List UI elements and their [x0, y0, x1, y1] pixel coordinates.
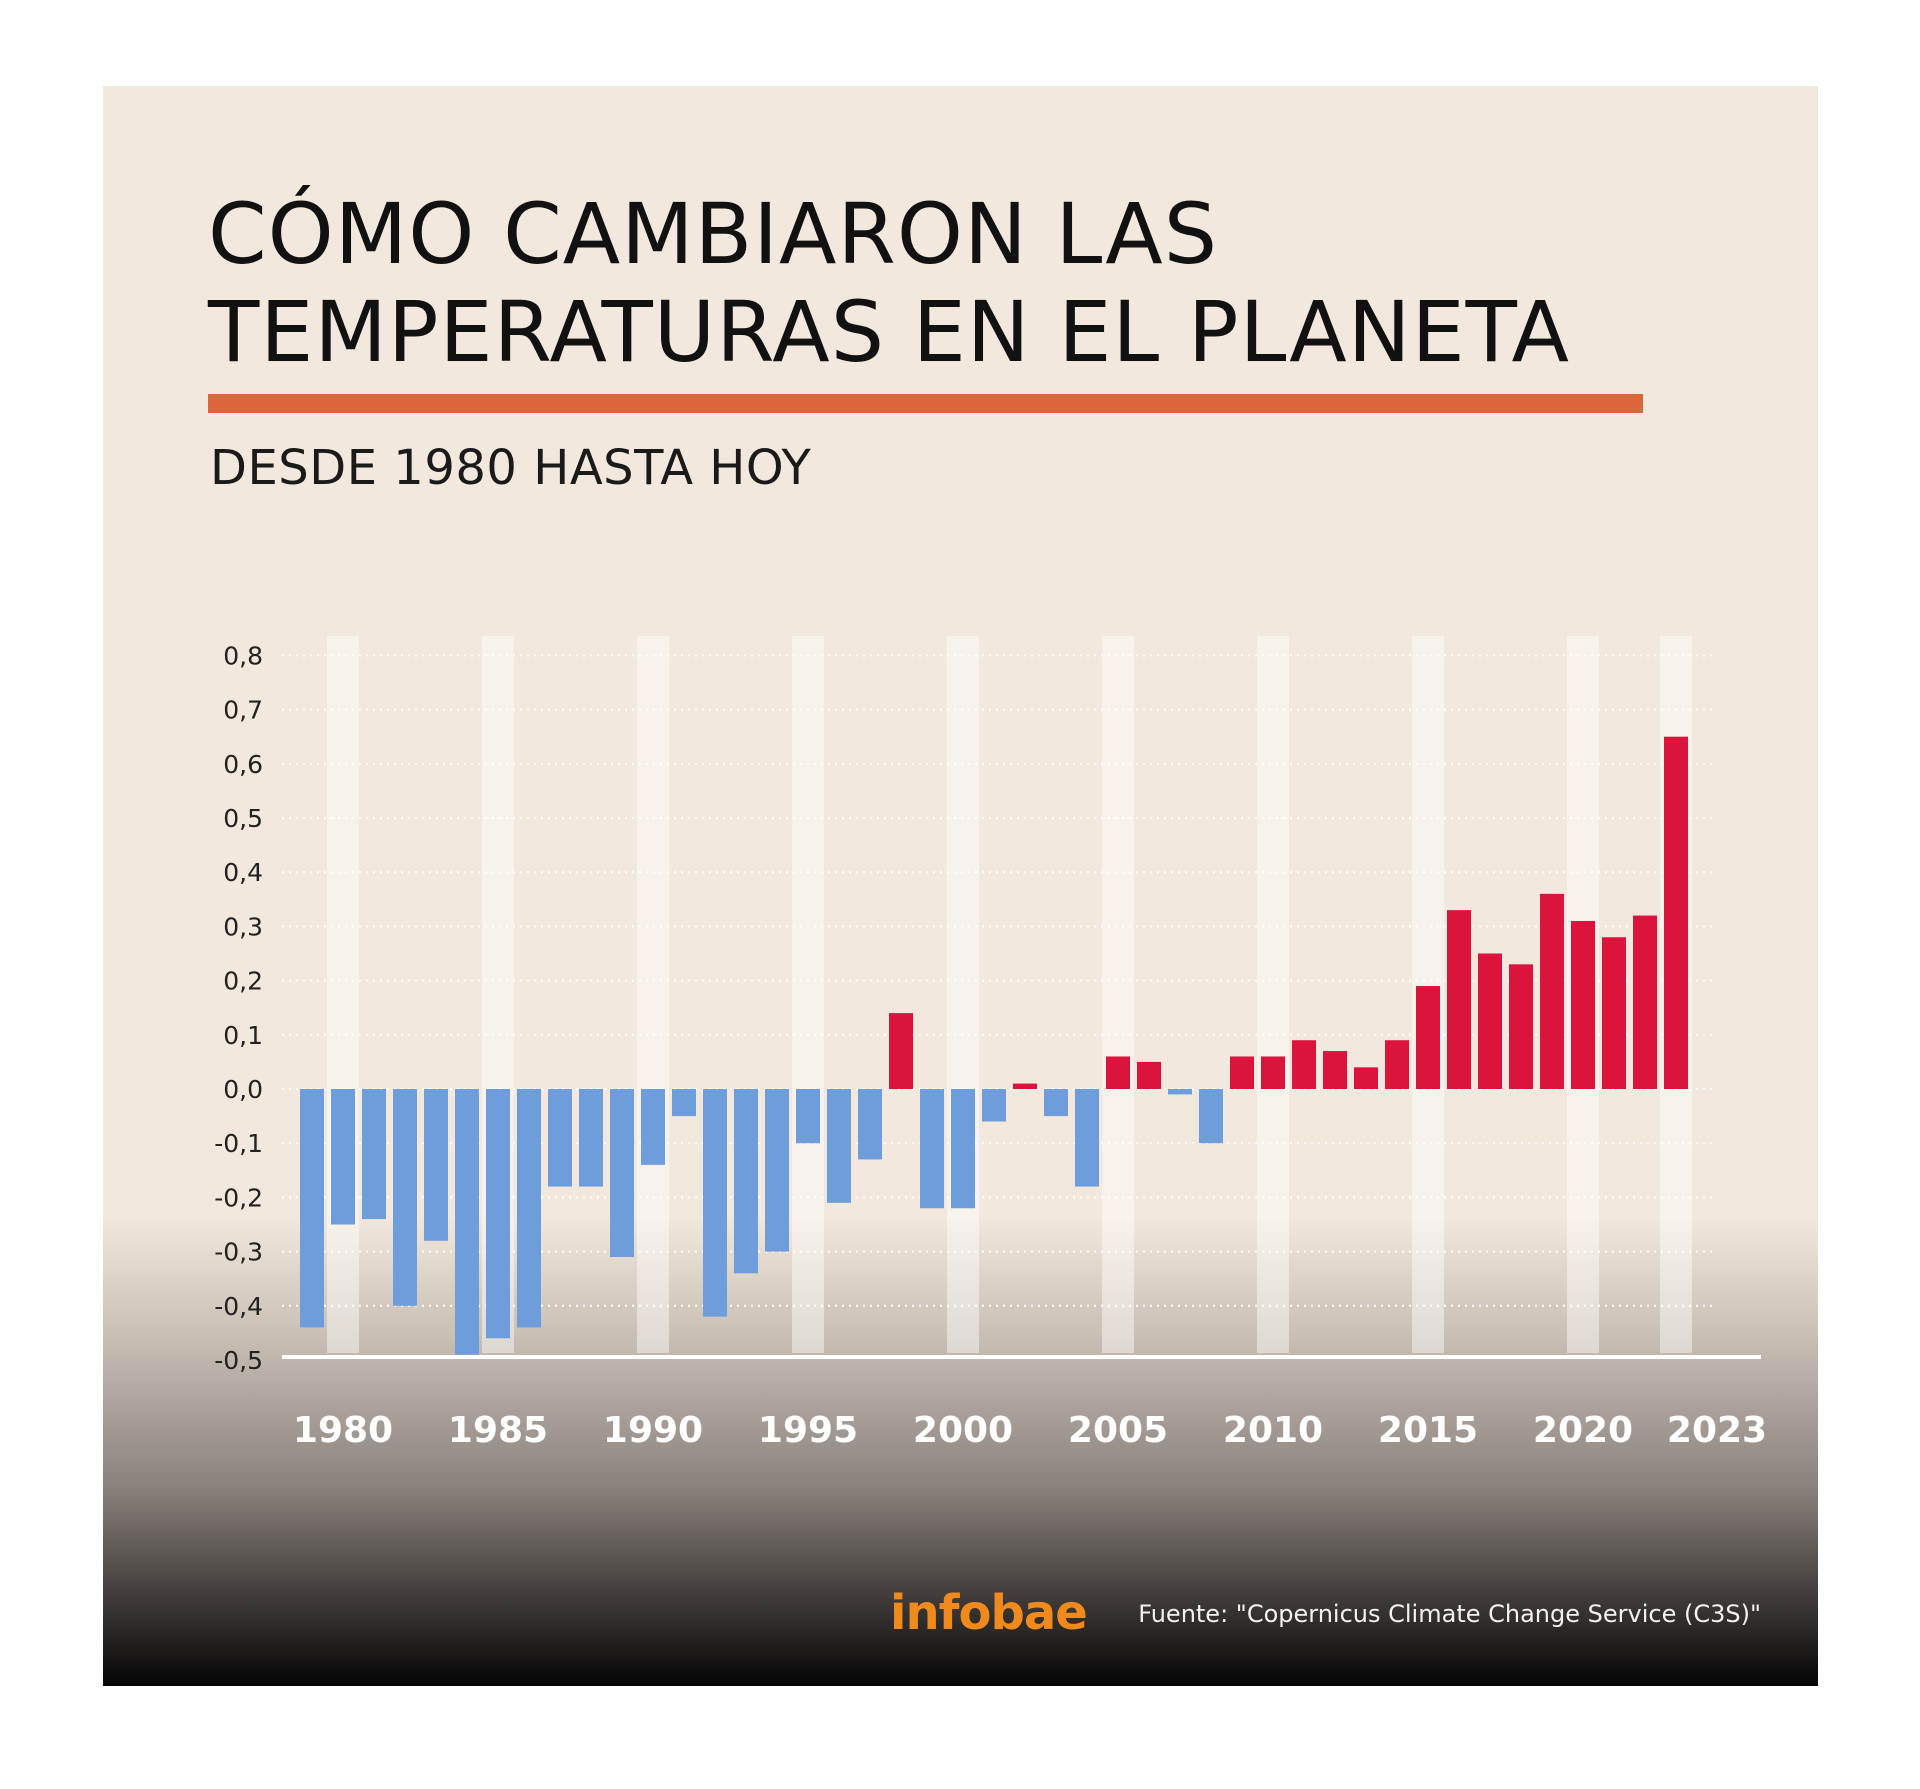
- bar-2000: [951, 1089, 975, 1209]
- y-tick-label: 0,1: [223, 1021, 263, 1050]
- y-tick-label: -0,2: [214, 1183, 263, 1212]
- bar-2001: [982, 1089, 1006, 1122]
- chart-title: CÓMO CAMBIARON LAS TEMPERATURAS EN EL PLA…: [208, 185, 1570, 381]
- bar-1988: [579, 1089, 603, 1187]
- bar-1989: [610, 1089, 634, 1258]
- year-stripe: [792, 636, 824, 1353]
- y-tick-label: 0,3: [223, 912, 263, 941]
- title-divider: [208, 394, 1643, 413]
- bar-2018: [1509, 964, 1533, 1089]
- bar-2007: [1168, 1089, 1192, 1095]
- bar-2019: [1540, 893, 1564, 1089]
- year-stripe: [1102, 636, 1134, 1353]
- source-note: Fuente: "Copernicus Climate Change Servi…: [1138, 1600, 1761, 1628]
- bar-2020: [1571, 920, 1595, 1089]
- bar-1985: [486, 1089, 510, 1339]
- y-tick-label: 0,8: [223, 641, 263, 670]
- bar-1999: [920, 1089, 944, 1209]
- y-tick-label: -0,4: [214, 1292, 263, 1321]
- bar-1986: [517, 1089, 541, 1328]
- x-tick-label: 2023: [1667, 1410, 1767, 1451]
- bar-1982: [393, 1089, 417, 1306]
- bar-2021: [1602, 937, 1626, 1089]
- bar-2012: [1323, 1051, 1347, 1089]
- bar-2017: [1478, 953, 1502, 1089]
- bar-1979: [300, 1089, 324, 1328]
- bar-2006: [1137, 1061, 1161, 1089]
- bar-1990: [641, 1089, 665, 1165]
- y-tick-label: -0,3: [214, 1238, 263, 1267]
- x-tick-label: 2015: [1378, 1410, 1478, 1451]
- bar-2014: [1385, 1040, 1409, 1089]
- y-tick-label: -0,1: [214, 1129, 263, 1158]
- year-stripe: [637, 636, 669, 1353]
- y-tick-label: 0,7: [223, 696, 263, 725]
- y-tick-label: 0,5: [223, 804, 263, 833]
- x-tick-label: 1980: [293, 1410, 393, 1451]
- x-tick-label: 2000: [913, 1410, 1013, 1451]
- y-tick-label: 0,2: [223, 967, 263, 996]
- y-tick-label: 0,0: [223, 1075, 263, 1104]
- bar-1995: [796, 1089, 820, 1144]
- bar-1997: [858, 1089, 882, 1160]
- chart-subtitle: DESDE 1980 HASTA HOY: [210, 440, 812, 496]
- bar-2010: [1261, 1056, 1285, 1089]
- year-stripe: [1257, 636, 1289, 1353]
- bar-1991: [672, 1089, 696, 1117]
- bar-1994: [765, 1089, 789, 1252]
- bar-1993: [734, 1089, 758, 1274]
- bar-1996: [827, 1089, 851, 1203]
- bar-2015: [1416, 986, 1440, 1089]
- bar-2009: [1230, 1056, 1254, 1089]
- x-tick-label: 1990: [603, 1410, 703, 1451]
- x-tick-label: 1985: [448, 1410, 548, 1451]
- y-tick-label: -0,5: [214, 1346, 263, 1375]
- y-tick-label: 0,4: [223, 858, 263, 887]
- bar-2022: [1633, 915, 1657, 1089]
- infobae-logo: infobae: [890, 1585, 1088, 1641]
- year-stripe: [327, 636, 359, 1353]
- infographic-card: [103, 86, 1818, 1686]
- y-tick-label: 0,6: [223, 750, 263, 779]
- bar-2016: [1447, 910, 1471, 1089]
- bar-1981: [362, 1089, 386, 1220]
- x-tick-label: 1995: [758, 1410, 858, 1451]
- bar-1998: [889, 1013, 913, 1089]
- bar-1987: [548, 1089, 572, 1187]
- bar-1992: [703, 1089, 727, 1317]
- bar-2011: [1292, 1040, 1316, 1089]
- bar-2004: [1075, 1089, 1099, 1187]
- bar-1984: [455, 1089, 479, 1355]
- x-tick-label: 2020: [1533, 1410, 1633, 1451]
- bar-2003: [1044, 1089, 1068, 1117]
- bar-2008: [1199, 1089, 1223, 1144]
- x-tick-label: 2010: [1223, 1410, 1323, 1451]
- title-line-2: TEMPERATURAS EN EL PLANETA: [208, 283, 1570, 381]
- bar-2002: [1013, 1083, 1037, 1089]
- bar-1983: [424, 1089, 448, 1241]
- year-stripe: [947, 636, 979, 1353]
- bar-2013: [1354, 1067, 1378, 1089]
- bar-2005: [1106, 1056, 1130, 1089]
- bar-2023: [1664, 736, 1688, 1089]
- title-line-1: CÓMO CAMBIARON LAS: [208, 185, 1219, 283]
- x-tick-label: 2005: [1068, 1410, 1168, 1451]
- bar-1980: [331, 1089, 355, 1225]
